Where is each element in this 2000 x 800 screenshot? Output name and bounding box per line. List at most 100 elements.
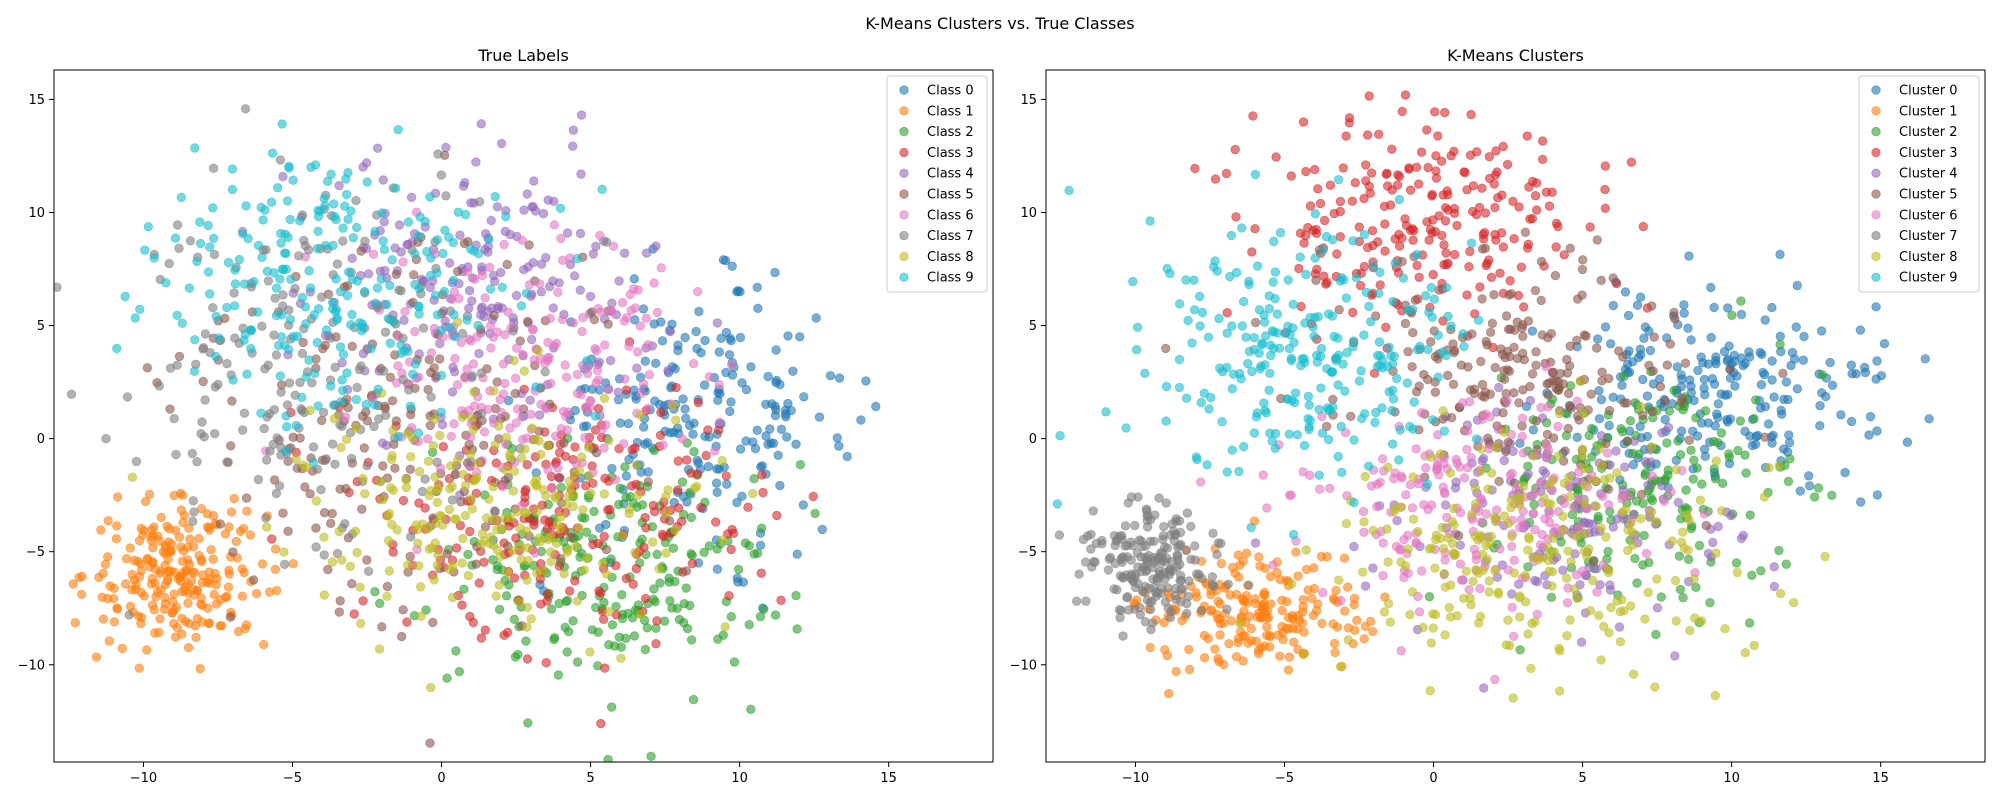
- scatter-point: [1767, 438, 1777, 448]
- scatter-point: [601, 237, 612, 247]
- scatter-point: [1224, 639, 1234, 649]
- scatter-point: [1264, 385, 1274, 395]
- scatter-point: [640, 356, 651, 366]
- scatter-point: [673, 345, 683, 356]
- scatter-point: [737, 491, 747, 502]
- scatter-point: [313, 226, 323, 237]
- legend-label: Cluster 1: [1899, 104, 1958, 119]
- scatter-point: [1816, 326, 1827, 336]
- scatter-point: [519, 205, 529, 215]
- scatter-point: [688, 358, 699, 369]
- scatter-point: [1333, 451, 1343, 462]
- scatter-point: [641, 248, 652, 258]
- scatter-point: [1525, 381, 1535, 392]
- scatter-point: [1538, 466, 1548, 476]
- scatter-point: [1396, 471, 1407, 481]
- scatter-point: [531, 382, 541, 392]
- scatter-point: [746, 704, 756, 715]
- scatter-point: [229, 288, 239, 298]
- scatter-point: [1604, 628, 1614, 638]
- scatter-point: [1446, 413, 1457, 423]
- scatter-point: [1572, 432, 1582, 443]
- scatter-point: [1250, 223, 1260, 234]
- scatter-point: [229, 493, 239, 504]
- scatter-point: [1329, 331, 1339, 342]
- y-tick-label: 15: [28, 93, 45, 108]
- scatter-point: [1620, 462, 1630, 472]
- x-tick-label: −5: [283, 771, 302, 786]
- scatter-point: [503, 307, 513, 317]
- scatter-point: [1456, 575, 1467, 585]
- scatter-point: [1689, 613, 1700, 623]
- scatter-point: [507, 546, 518, 556]
- scatter-point: [526, 614, 537, 624]
- scatter-point: [1642, 391, 1653, 401]
- scatter-point: [305, 283, 316, 293]
- scatter-point: [570, 541, 581, 551]
- scatter-point: [771, 345, 781, 355]
- scatter-point: [1401, 490, 1411, 500]
- scatter-point: [1420, 291, 1431, 301]
- scatter-point: [783, 331, 793, 341]
- scatter-point: [1222, 362, 1232, 373]
- scatter-point: [433, 550, 443, 560]
- scatter-point: [1678, 593, 1688, 603]
- scatter-point: [1423, 162, 1433, 173]
- scatter-point: [1281, 596, 1292, 607]
- scatter-point: [346, 320, 356, 330]
- scatter-point: [1638, 410, 1648, 421]
- scatter-point: [534, 410, 545, 420]
- scatter-point: [439, 286, 450, 297]
- scatter-point: [1733, 445, 1743, 456]
- scatter-point: [1639, 333, 1649, 344]
- scatter-point: [1587, 575, 1598, 586]
- scatter-point: [1159, 522, 1169, 532]
- scatter-point: [1394, 455, 1404, 465]
- scatter-point: [1189, 305, 1200, 315]
- scatter-point: [276, 387, 286, 397]
- scatter-point: [1543, 333, 1553, 343]
- scatter-point: [319, 590, 330, 600]
- scatter-point: [189, 567, 200, 578]
- scatter-point: [1227, 445, 1238, 455]
- scatter-point: [1563, 423, 1573, 434]
- scatter-point: [370, 400, 380, 410]
- scatter-point: [432, 457, 442, 467]
- scatter-point: [331, 214, 341, 225]
- scatter-point: [471, 157, 481, 167]
- scatter-point: [387, 396, 398, 406]
- legend-frame: [886, 75, 988, 293]
- scatter-point: [681, 566, 692, 576]
- scatter-point: [1529, 499, 1539, 510]
- scatter-point: [281, 411, 291, 421]
- legend-marker: [899, 230, 909, 241]
- scatter-point: [1433, 330, 1444, 341]
- scatter-point: [347, 341, 357, 352]
- scatter-point: [1628, 460, 1639, 470]
- scatter-point: [1568, 502, 1579, 513]
- scatter-point: [1769, 392, 1779, 402]
- scatter-point: [1373, 288, 1384, 299]
- scatter-point: [512, 507, 522, 517]
- scatter-point: [1312, 264, 1322, 275]
- scatter-point: [1585, 606, 1596, 616]
- scatter-point: [615, 418, 626, 428]
- scatter-point: [1776, 405, 1786, 416]
- scatter-point: [403, 428, 413, 439]
- scatter-point: [1572, 593, 1582, 604]
- scatter-point: [1646, 301, 1657, 311]
- scatter-point: [1760, 432, 1770, 442]
- scatter-point: [1189, 275, 1199, 285]
- scatter-point: [704, 541, 715, 551]
- scatter-point: [607, 620, 618, 630]
- scatter-point: [536, 259, 547, 269]
- scatter-point: [450, 469, 461, 480]
- scatter-point: [458, 469, 468, 480]
- scatter-point: [1544, 566, 1554, 576]
- scatter-point: [1315, 351, 1326, 362]
- scatter-point: [775, 480, 785, 491]
- scatter-point: [1171, 666, 1181, 677]
- scatter-point: [594, 357, 604, 367]
- scatter-point: [1414, 272, 1424, 283]
- scatter-point: [558, 255, 568, 265]
